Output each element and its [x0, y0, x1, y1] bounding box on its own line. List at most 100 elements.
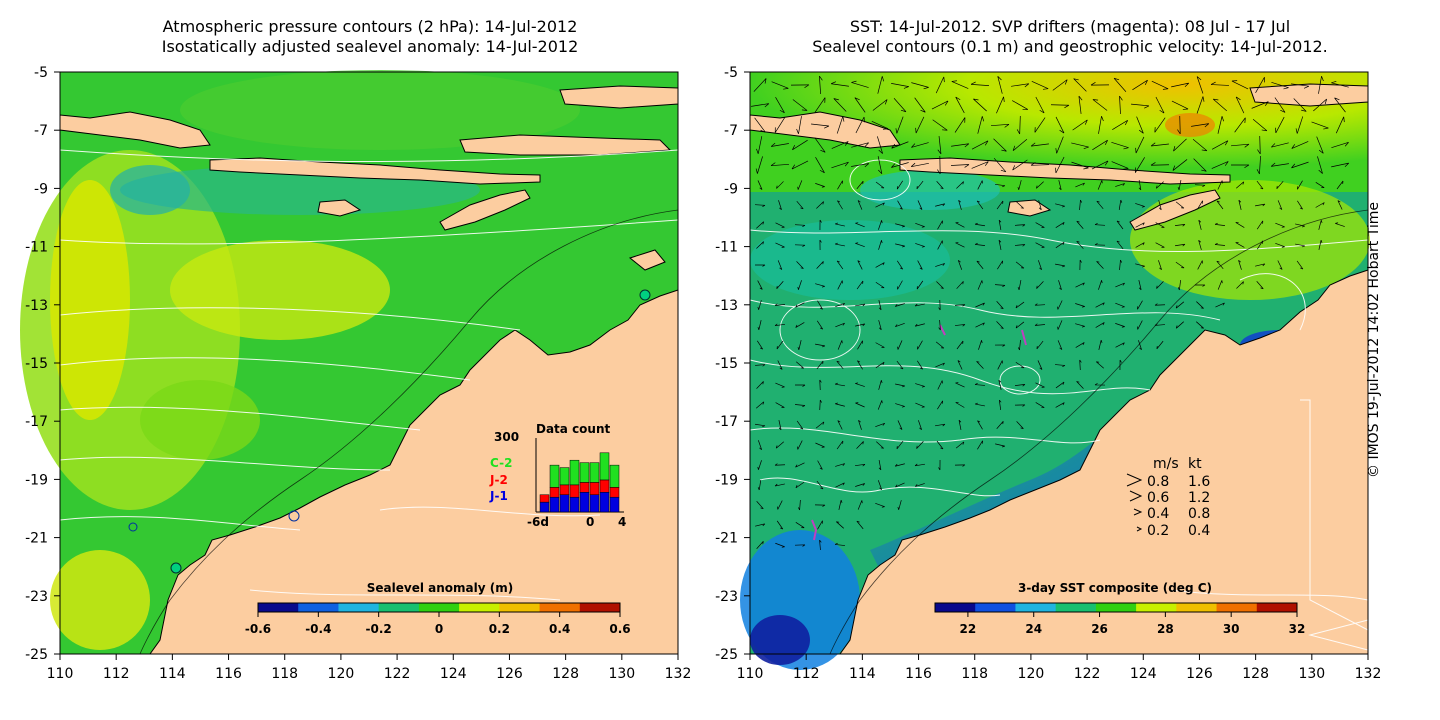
velocity-vector	[1215, 302, 1225, 308]
velocity-vector	[1231, 80, 1249, 90]
inset-title: Data count	[536, 422, 611, 436]
velocity-vector	[994, 284, 1006, 288]
velocity-vector	[815, 183, 825, 188]
velocity-vector	[1118, 199, 1123, 210]
velocity-vector	[835, 222, 845, 227]
colorbar-swatch	[1075, 603, 1087, 612]
velocity-vector	[1177, 115, 1181, 135]
velocity-vector	[1275, 222, 1285, 228]
colorbar-swatch	[549, 603, 561, 612]
left-title-line2: Isostatically adjusted sealevel anomaly:…	[161, 37, 579, 56]
velocity-vector	[915, 116, 925, 134]
velocity-vector	[891, 141, 909, 149]
inset-bar-j1	[609, 496, 620, 513]
right-lat-tick-label: -5	[724, 65, 738, 81]
velocity-vector	[897, 500, 902, 510]
velocity-vector	[1293, 98, 1307, 112]
velocity-vector	[1135, 222, 1145, 228]
velocity-vector	[1035, 222, 1045, 228]
colorbar-swatch	[519, 603, 530, 612]
velocity-vector	[995, 443, 1005, 448]
velocity-vector	[932, 119, 948, 131]
velocity-vector	[1335, 222, 1345, 227]
velocity-vector	[1271, 81, 1289, 90]
velocity-vector	[774, 483, 785, 487]
velocity-vector	[1155, 181, 1164, 189]
velocity-vector	[1075, 342, 1085, 348]
right-lat-tick-label: -23	[715, 589, 738, 605]
velocity-vector	[1016, 421, 1024, 429]
velocity-vector	[1036, 181, 1044, 189]
velocity-vector	[795, 521, 805, 529]
velocity-vector	[835, 463, 846, 467]
velocity-vector	[774, 117, 786, 133]
velocity-vector	[937, 240, 943, 250]
velocity-vector	[775, 242, 785, 248]
velocity-vector	[1238, 199, 1242, 210]
velocity-vector	[997, 260, 1003, 270]
velocity-vector	[851, 142, 869, 148]
velocity-vector	[1011, 83, 1030, 88]
velocity-key-arrow-icon	[1129, 490, 1143, 502]
right-velocity-vectors	[751, 75, 1350, 551]
velocity-vector	[817, 460, 823, 470]
inset-bar-j2	[559, 484, 570, 495]
velocity-vector	[1098, 340, 1103, 350]
velocity-vector	[794, 404, 806, 408]
left-map	[20, 70, 679, 655]
colorbar-swatch	[388, 603, 400, 612]
left-lat-tick-label: -9	[34, 181, 48, 197]
velocity-vector	[896, 180, 904, 190]
colorbar-tick-label: 32	[1289, 622, 1306, 636]
velocity-vector	[956, 340, 964, 350]
colorbar-swatch	[589, 603, 601, 612]
colorbar-swatch	[509, 603, 520, 612]
left-lat-tick-label: -25	[25, 647, 48, 663]
velocity-vector	[831, 141, 849, 149]
colorbar-tick-label: 22	[960, 622, 977, 636]
velocity-vector	[1155, 242, 1165, 248]
velocity-vector	[875, 422, 885, 428]
velocity-vector	[816, 201, 824, 209]
velocity-vector	[996, 96, 1005, 114]
velocity-vector	[795, 462, 805, 468]
velocity-vector	[1116, 220, 1124, 230]
velocity-vector	[957, 360, 963, 370]
right-lat-tick-label: -25	[715, 647, 738, 663]
velocity-vector	[1131, 103, 1150, 109]
velocity-vector	[1038, 260, 1042, 270]
inset-bar-j1	[579, 492, 590, 513]
right-title-line2: Sealevel contours (0.1 m) and geostrophi…	[812, 37, 1328, 56]
velocity-vector	[1134, 157, 1145, 173]
velocity-vector	[856, 441, 864, 449]
velocity-vector	[938, 319, 941, 331]
velocity-vector	[1318, 220, 1323, 230]
velocity-vector	[895, 116, 904, 134]
colorbar-tick-label: -0.2	[366, 622, 392, 636]
left-lon-tick-label: 130	[608, 666, 635, 682]
colorbar-swatch	[1266, 603, 1278, 612]
velocity-vector	[915, 402, 925, 408]
velocity-vector	[1075, 282, 1085, 288]
velocity-vector	[1150, 162, 1170, 166]
left-landmass	[59, 85, 679, 655]
velocity-vector	[831, 161, 849, 169]
velocity-vector	[1014, 224, 1026, 227]
velocity-vector	[834, 242, 845, 247]
velocity-vector	[1257, 135, 1261, 155]
velocity-vector	[878, 240, 883, 250]
velocity-vector	[937, 400, 944, 410]
right-lon-tick-label: 122	[1074, 666, 1101, 682]
velocity-vector	[857, 500, 863, 510]
velocity-vector	[1037, 360, 1043, 370]
velocity-vector	[1275, 242, 1285, 248]
velocity-vector	[794, 244, 806, 247]
velocity-vector	[1055, 136, 1064, 154]
left-bathymetry-contour	[139, 209, 679, 655]
velocity-vector	[1071, 161, 1089, 170]
velocity-vector	[958, 199, 962, 210]
velocity-vector	[1076, 240, 1084, 249]
velocity-vector	[1079, 359, 1082, 371]
colorbar-swatch	[479, 603, 490, 612]
colorbar-swatch	[1256, 603, 1268, 612]
